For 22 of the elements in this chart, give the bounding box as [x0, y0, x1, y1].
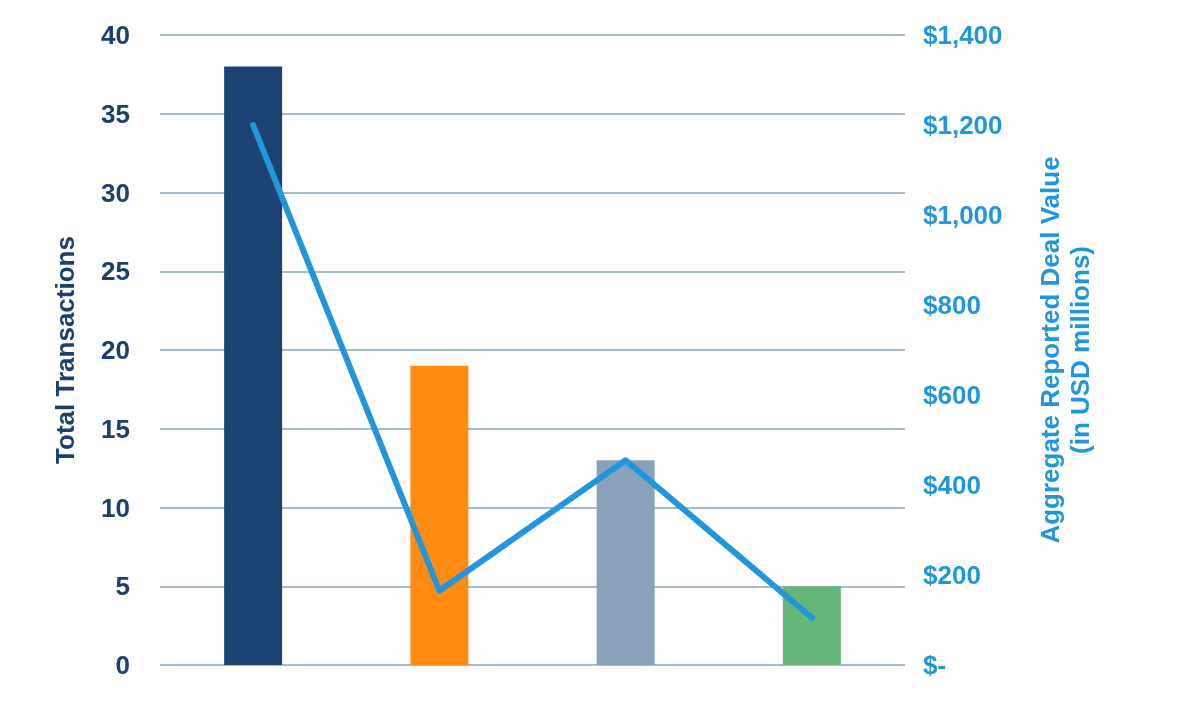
- y2-tick-label: $1,400: [923, 20, 1003, 50]
- y-axis-title: Total Transactions: [50, 236, 80, 464]
- y-tick-label: 40: [101, 20, 130, 50]
- y2-tick-label: $1,200: [923, 110, 1003, 140]
- y-tick-label: 20: [101, 335, 130, 365]
- y2-tick-label: $400: [923, 470, 981, 500]
- y-tick-label: 0: [115, 650, 130, 680]
- y2-tick-label: $1,000: [923, 200, 1003, 230]
- bar: [782, 586, 841, 665]
- bar: [224, 66, 283, 665]
- y-tick-label: 30: [101, 177, 130, 208]
- bar: [410, 365, 469, 665]
- y2-tick-label: $600: [923, 380, 981, 410]
- y-tick-label: 35: [101, 98, 130, 129]
- y-tick-label: 15: [101, 413, 130, 444]
- y2-axis-title: Aggregate Reported Deal Value (in USD millions): [1035, 156, 1095, 544]
- y-tick-label: 25: [101, 256, 130, 287]
- y-tick-label: 5: [115, 571, 130, 602]
- y2-tick-label: $-: [923, 650, 947, 680]
- y-tick-label: 10: [101, 492, 130, 523]
- y2-tick-label: $800: [923, 290, 981, 320]
- y2-tick-label: $200: [923, 560, 981, 590]
